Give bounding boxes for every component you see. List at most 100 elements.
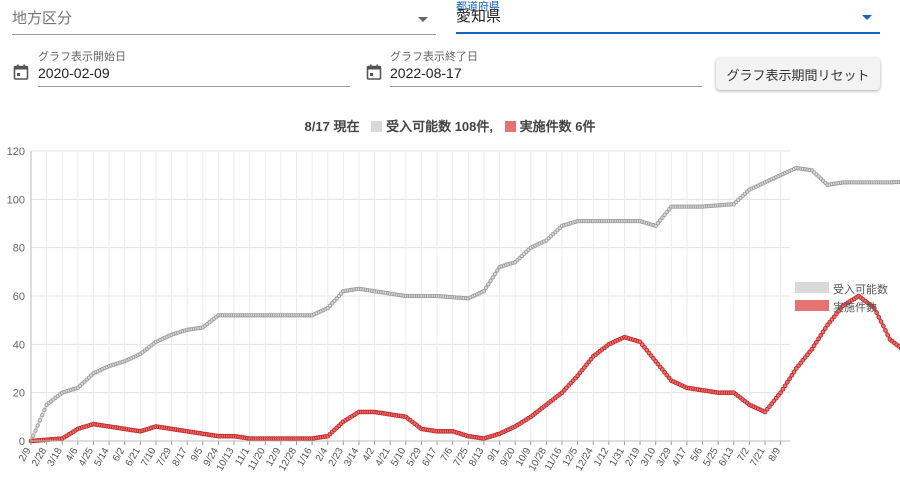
data-point-capacity[interactable] — [35, 423, 40, 428]
data-point-capacity[interactable] — [37, 418, 43, 423]
series-line-capacity — [29, 166, 900, 442]
prefecture-value: 愛知県 — [456, 8, 502, 25]
data-point-capacity[interactable] — [658, 218, 663, 223]
x-tick-label: 4/21 — [374, 446, 393, 469]
x-tick-label: 7/10 — [139, 446, 158, 469]
x-tick-label: 8/17 — [171, 446, 190, 469]
chevron-down-icon — [862, 15, 872, 20]
y-tick-label: 60 — [13, 291, 25, 303]
data-point-capacity[interactable] — [486, 282, 491, 287]
x-tick-label: 1/12 — [592, 446, 611, 469]
data-point-capacity[interactable] — [481, 289, 487, 294]
x-tick-label: 6/21 — [124, 446, 143, 469]
x-tick-label: 5/10 — [389, 446, 408, 469]
data-point-capacity[interactable] — [31, 433, 36, 438]
data-point-tests[interactable] — [787, 376, 792, 382]
region-select-placeholder: 地方区分 — [12, 10, 73, 27]
data-point-capacity[interactable] — [42, 407, 47, 413]
legend-tests-box — [795, 300, 829, 311]
data-point-tests[interactable] — [885, 332, 891, 338]
legend-tests-label: 実施件数 — [833, 302, 877, 314]
x-tick-label: 7/25 — [452, 446, 471, 469]
end-date-input[interactable]: 2022-08-17 — [390, 65, 462, 81]
start-date-label: グラフ表示開始日 — [38, 51, 126, 63]
x-tick-label: 4/25 — [77, 446, 96, 469]
calendar-icon[interactable] — [13, 64, 29, 80]
data-point-capacity[interactable] — [653, 223, 658, 229]
data-point-capacity[interactable] — [664, 209, 669, 215]
x-tick-label: 3/14 — [342, 446, 361, 469]
data-point-capacity[interactable] — [655, 221, 661, 226]
data-point-tests[interactable] — [880, 323, 886, 329]
data-point-capacity[interactable] — [666, 207, 672, 212]
data-point-tests[interactable] — [809, 346, 815, 352]
header-capacity: 受入可能数 108件, — [386, 119, 493, 134]
x-tick-label: 11/20 — [246, 446, 268, 473]
x-tick-label: 8/13 — [467, 446, 486, 469]
data-point-tests[interactable] — [778, 390, 783, 396]
reset-period-button[interactable]: グラフ表示期間リセット — [716, 58, 880, 90]
end-date-label: グラフ表示終了日 — [390, 51, 478, 63]
x-tick-label: 7/21 — [748, 446, 767, 469]
data-point-capacity[interactable] — [492, 271, 498, 277]
x-tick-label: 6/13 — [717, 446, 736, 469]
y-tick-label: 0 — [19, 436, 25, 448]
region-select[interactable]: 地方区分 — [12, 4, 436, 35]
data-point-tests[interactable] — [876, 314, 882, 320]
data-point-tests[interactable] — [791, 369, 797, 375]
data-point-capacity[interactable] — [483, 285, 489, 290]
x-tick-label: 1/31 — [608, 446, 627, 469]
x-tick-label: 3/18 — [46, 446, 65, 469]
data-point-tests[interactable] — [784, 379, 790, 385]
x-tick-label: 8/9 — [767, 446, 784, 464]
chart-header: 8/17 現在 受入可能数 108件, 実施件数 6件 — [0, 116, 900, 135]
legend-capacity-box — [795, 282, 829, 293]
x-tick-label: 5/29 — [405, 446, 424, 469]
data-point-tests[interactable] — [818, 333, 824, 338]
start-date-field[interactable]: グラフ表示開始日 2020-02-09 — [38, 48, 350, 87]
x-tick-label: 11/16 — [543, 446, 565, 473]
legend-capacity-label: 受入可能数 — [833, 284, 888, 296]
x-tick-label: 2/23 — [327, 446, 346, 469]
x-tick-label: 2/19 — [623, 446, 642, 469]
data-point-tests[interactable] — [883, 328, 888, 333]
data-point-tests[interactable] — [816, 336, 821, 342]
y-tick-label: 40 — [13, 339, 25, 351]
data-point-capacity[interactable] — [662, 212, 667, 218]
prefecture-select[interactable]: 都道府県 愛知県 — [456, 0, 880, 34]
data-point-tests[interactable] — [874, 310, 879, 315]
end-date-field[interactable]: グラフ表示終了日 2022-08-17 — [390, 48, 702, 87]
x-tick-label: 6/17 — [420, 446, 439, 469]
x-tick-label: 1/16 — [295, 446, 314, 469]
x-tick-label: 5/25 — [701, 446, 720, 469]
data-point-capacity[interactable] — [488, 278, 493, 283]
data-point-tests[interactable] — [820, 329, 826, 335]
data-point-tests[interactable] — [780, 386, 786, 392]
y-tick-label: 120 — [7, 146, 25, 158]
data-point-capacity[interactable] — [490, 275, 495, 280]
data-point-tests[interactable] — [822, 326, 828, 331]
data-point-tests[interactable] — [813, 339, 819, 345]
data-point-capacity[interactable] — [40, 412, 45, 418]
start-date-input[interactable]: 2020-02-09 — [38, 65, 110, 81]
prefecture-label: 都道府県 — [456, 1, 500, 13]
x-tick-label: 5/14 — [92, 446, 111, 469]
chevron-down-icon — [418, 17, 428, 22]
data-point-tests[interactable] — [871, 305, 877, 311]
data-point-capacity[interactable] — [495, 268, 500, 273]
x-tick-label: 3/10 — [639, 446, 658, 469]
data-point-tests[interactable] — [878, 319, 884, 324]
calendar-icon[interactable] — [366, 64, 382, 80]
data-point-tests[interactable] — [811, 343, 817, 349]
data-point-tests[interactable] — [789, 373, 795, 378]
header-date: 8/17 現在 — [304, 119, 360, 134]
data-point-tests[interactable] — [782, 383, 788, 389]
y-tick-label: 20 — [13, 388, 25, 400]
data-point-capacity[interactable] — [33, 428, 38, 433]
data-point-capacity[interactable] — [660, 215, 665, 220]
x-tick-label: 4/17 — [670, 446, 689, 469]
x-tick-label: 9/20 — [498, 446, 517, 469]
tests-swatch — [504, 121, 516, 132]
header-tests: 実施件数 6件 — [519, 119, 596, 134]
